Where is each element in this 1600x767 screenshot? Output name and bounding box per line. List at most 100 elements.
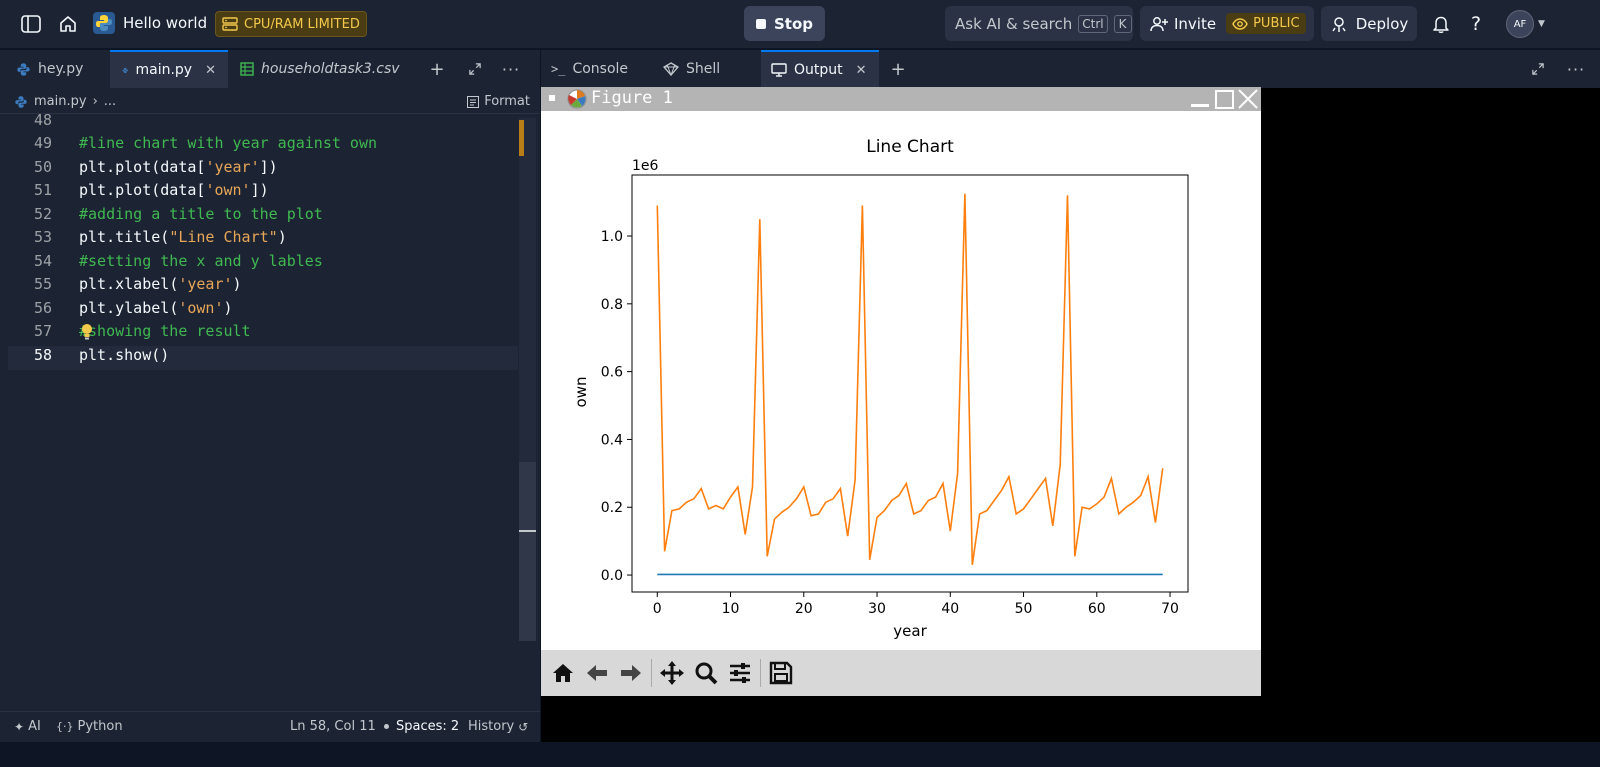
breadcrumb-more[interactable]: ...	[103, 94, 117, 109]
sidebar-toggle-button[interactable]	[20, 13, 42, 35]
y-axis-label: own	[572, 377, 590, 408]
pane-menu-button[interactable]: ···	[493, 50, 529, 88]
maximize-window-button[interactable]	[1215, 90, 1234, 109]
figure-titlebar[interactable]: Figure 1	[541, 87, 1261, 111]
window-menu-dot-icon[interactable]	[549, 95, 555, 101]
indentation-setting[interactable]: Spaces: 2	[384, 719, 459, 734]
maximize-pane-button[interactable]	[1520, 50, 1556, 88]
code-line: 53 plt.title("Line Chart")	[10, 226, 520, 250]
tab-console[interactable]: >_ Console	[541, 50, 653, 88]
code-token: ])	[250, 181, 269, 200]
language-label: Python	[77, 719, 123, 734]
stop-label: Stop	[773, 14, 814, 33]
close-window-button[interactable]	[1238, 89, 1258, 109]
x-tick-label: 50	[1015, 601, 1033, 617]
editor-scrollbar-thumb[interactable]	[519, 462, 536, 641]
code-line: 51 plt.plot(data['own'])	[10, 179, 520, 203]
y-offset-label: 1e6	[632, 158, 659, 174]
code-line: 52 #adding a title to the plot	[10, 202, 520, 226]
forward-button[interactable]	[617, 659, 645, 687]
format-label: Format	[484, 94, 530, 109]
active-line-highlight	[8, 346, 518, 370]
back-button[interactable]	[583, 659, 611, 687]
tab-hey-py[interactable]: hey.py	[0, 50, 110, 88]
help-icon: ?	[1470, 13, 1482, 35]
line-number: 57	[33, 322, 52, 341]
deploy-button[interactable]: Deploy	[1321, 6, 1417, 41]
tab-householdtask3-csv[interactable]: householdtask3.csv	[228, 50, 413, 88]
code-token: (	[169, 275, 179, 294]
code-text: plt.title("Line Chart")	[79, 228, 287, 246]
editor-tab-strip: hey.py main.py ✕ householdtask3.csv + ··…	[0, 50, 540, 88]
cursor-position[interactable]: Ln 58, Col 11	[290, 719, 376, 734]
code-token: (	[160, 228, 170, 247]
user-menu[interactable]: AF ▼	[1506, 10, 1545, 38]
home-view-button[interactable]	[549, 659, 577, 687]
code-text: plt.ylabel('own')	[79, 299, 233, 317]
language-indicator[interactable]: {·} Python	[56, 719, 123, 734]
home-button[interactable]	[56, 12, 80, 36]
figure-toolbar	[541, 650, 1261, 696]
repl-title[interactable]: Hello world	[93, 12, 207, 34]
more-icon: ···	[501, 59, 521, 79]
history-label: History	[468, 719, 515, 734]
y-tick-label: 0.2	[601, 500, 623, 516]
code-editor[interactable]	[0, 115, 519, 711]
close-tab-icon[interactable]: ✕	[855, 62, 867, 78]
code-text: plt.plot(data['year'])	[79, 158, 278, 176]
configure-subplots-button[interactable]	[726, 659, 754, 687]
new-tab-button[interactable]: +	[417, 50, 457, 88]
line-number: 51	[33, 181, 52, 200]
x-tick-label: 0	[653, 601, 662, 617]
history-button[interactable]: History ↺	[468, 719, 528, 734]
search-bar[interactable]: Ask AI & search Ctrl K	[945, 6, 1133, 41]
zoom-button[interactable]	[692, 659, 720, 687]
code-text: #setting the x and y lables	[79, 252, 323, 270]
code-token: )	[223, 298, 233, 317]
code-token: #setting the x and y lables	[79, 251, 323, 270]
tab-label: main.py	[135, 62, 193, 78]
resource-limit-badge[interactable]: CPU/RAM LIMITED	[215, 11, 367, 37]
notifications-button[interactable]	[1430, 13, 1452, 35]
new-tab-button[interactable]: +	[879, 50, 917, 88]
code-text: #line chart with year against own	[79, 134, 377, 152]
x-tick-label: 70	[1161, 601, 1179, 617]
code-text: #showing the result	[79, 322, 251, 340]
x-tick-label: 40	[941, 601, 959, 617]
ai-label: AI	[28, 719, 41, 734]
code-token: plt.	[79, 157, 116, 176]
x-tick-label: 30	[868, 601, 886, 617]
code-token: ylabel	[115, 298, 170, 317]
arrow-left-icon	[587, 665, 607, 681]
stop-button[interactable]: Stop	[744, 6, 825, 41]
maximize-pane-button[interactable]	[457, 50, 493, 88]
code-token: title	[115, 228, 161, 247]
lightbulb-icon[interactable]	[80, 323, 94, 341]
plot-area-frame	[631, 174, 1189, 593]
tab-main-py[interactable]: main.py ✕	[110, 50, 228, 88]
tab-shell[interactable]: Shell	[653, 50, 761, 88]
move-icon	[660, 661, 684, 685]
minimize-window-button[interactable]	[1191, 104, 1209, 107]
add-user-icon	[1150, 16, 1168, 31]
format-button[interactable]: Format	[467, 94, 530, 109]
save-figure-button[interactable]	[767, 659, 795, 687]
pan-button[interactable]	[658, 659, 686, 687]
home-icon	[60, 16, 76, 32]
spaces-label: Spaces: 2	[396, 719, 460, 734]
breadcrumb-file[interactable]: main.py	[34, 94, 87, 109]
line-number: 56	[33, 298, 52, 317]
invite-button[interactable]: Invite PUBLIC	[1140, 6, 1314, 41]
tab-output[interactable]: Output ✕	[761, 50, 879, 88]
help-button[interactable]: ?	[1465, 12, 1487, 36]
code-token: ()	[151, 345, 170, 364]
pane-menu-button[interactable]: ···	[1558, 50, 1594, 88]
ai-button[interactable]: ✦ AI	[14, 719, 41, 734]
top-bar: Hello world CPU/RAM LIMITED Stop Ask AI …	[0, 0, 1600, 48]
spreadsheet-icon	[240, 62, 254, 76]
close-tab-icon[interactable]: ✕	[205, 62, 216, 78]
y-tick-label: 0.6	[601, 365, 623, 381]
code-lines: 48 49 #line chart with year against own 50 p…	[10, 108, 520, 367]
bell-icon	[1433, 16, 1449, 34]
matplotlib-icon	[567, 89, 587, 109]
